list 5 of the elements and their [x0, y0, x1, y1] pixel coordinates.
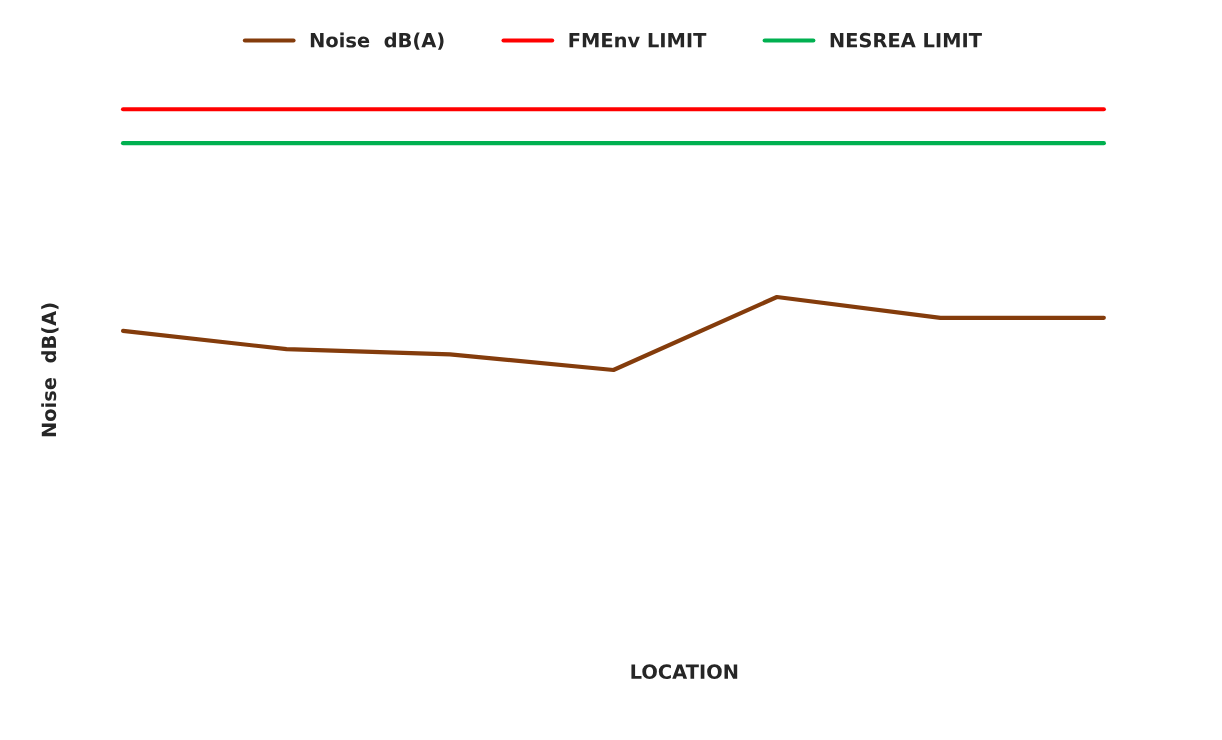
legend-label: FMEnv LIMIT [569, 33, 707, 48]
text: LOCATION [631, 664, 738, 680]
legend-label: Noise dB(A) [310, 32, 444, 50]
y-axis-title: Noise dB(A) [41, 303, 59, 437]
legend-label: NESREA LIMIT [830, 32, 982, 48]
